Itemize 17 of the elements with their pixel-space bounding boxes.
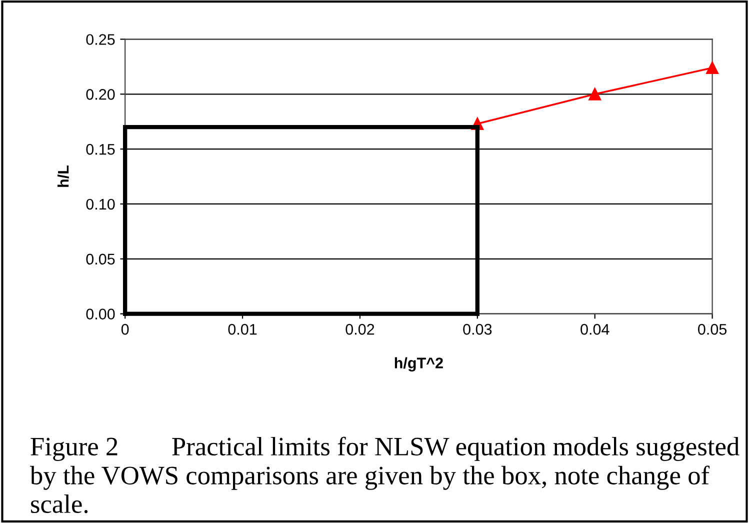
y-tick-label: 0.10 — [86, 198, 115, 210]
y-tick-label: 0.25 — [86, 34, 115, 45]
x-tick-label: 0.02 — [346, 324, 374, 335]
y-axis-title: h/L — [58, 166, 69, 187]
y-tick-label: 0.00 — [86, 308, 115, 320]
x-tick-label: 0.05 — [698, 324, 727, 335]
point — [706, 62, 719, 74]
y-tick-label: 0.15 — [86, 144, 115, 155]
point — [588, 88, 602, 100]
y-tick-label: 0.20 — [86, 89, 115, 100]
y-tick-label: 0.05 — [86, 254, 115, 265]
x-tick-label: 0.04 — [580, 324, 610, 335]
x-tick-label: 0 — [121, 324, 129, 335]
caption: Figure 2 Practical limits for NLSW equation models suggested by the VOWS comparisons are given by the box, note change of scale. — [30, 436, 740, 514]
x-tick-label: 0.03 — [463, 324, 492, 335]
x-tick-label: 0.01 — [228, 324, 257, 335]
x-axis-title: h/gT^2 — [394, 357, 443, 372]
